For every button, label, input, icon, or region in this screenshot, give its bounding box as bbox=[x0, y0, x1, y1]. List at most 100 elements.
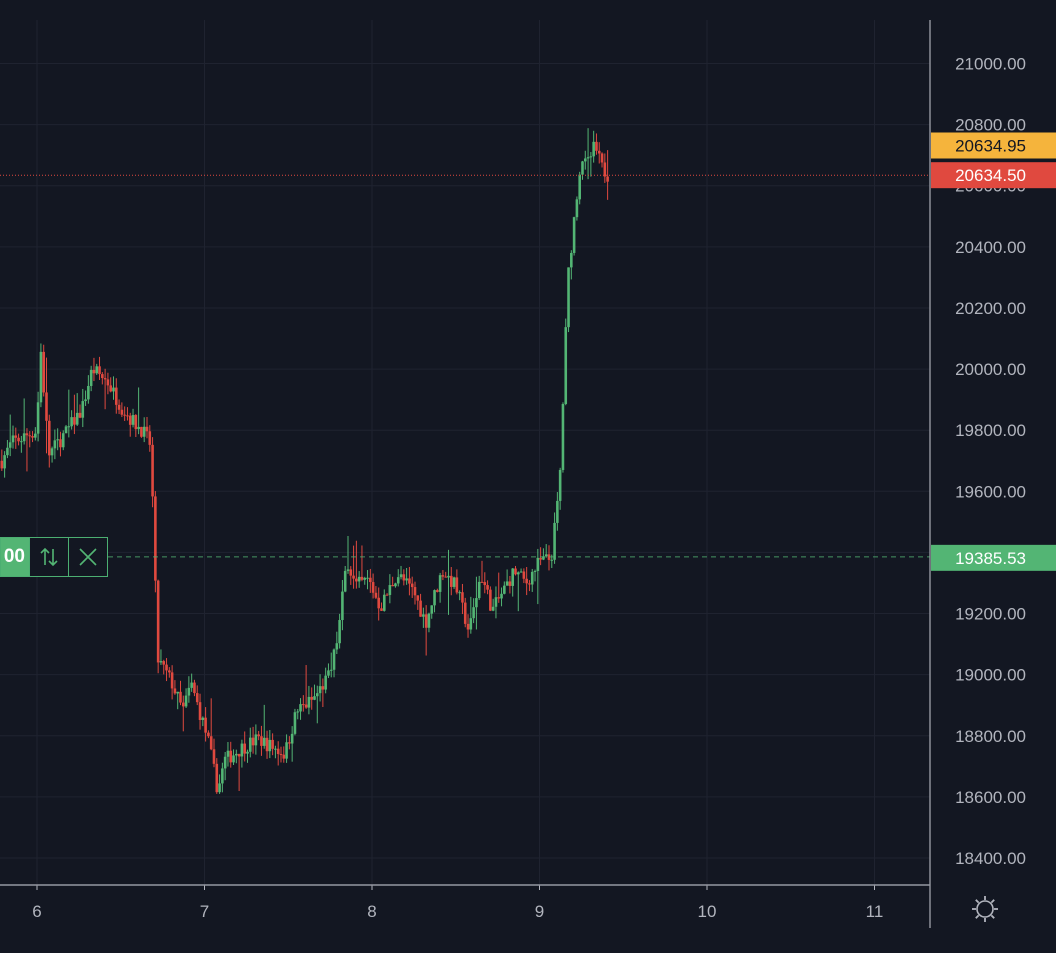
candle-body bbox=[321, 686, 325, 690]
candle bbox=[469, 596, 473, 634]
cancel-order-button[interactable] bbox=[68, 538, 107, 576]
candle-body bbox=[134, 415, 138, 430]
candle bbox=[274, 745, 277, 759]
candle bbox=[402, 569, 406, 586]
candle bbox=[556, 492, 559, 531]
candle bbox=[265, 730, 269, 759]
candle-body bbox=[75, 412, 79, 425]
candle bbox=[483, 572, 487, 594]
candle-body bbox=[302, 704, 305, 706]
candle bbox=[145, 416, 149, 439]
candle bbox=[444, 571, 447, 578]
candle bbox=[352, 545, 355, 589]
x-axis[interactable]: 6 7 8 9 10 11 bbox=[0, 884, 930, 921]
candle-body bbox=[282, 754, 286, 759]
candle-body bbox=[544, 554, 548, 557]
candle bbox=[8, 414, 12, 457]
reverse-order-button[interactable] bbox=[29, 538, 68, 576]
candle-body bbox=[257, 734, 260, 737]
candle-body bbox=[561, 404, 565, 470]
candle-body bbox=[288, 742, 291, 744]
candle-body bbox=[394, 583, 397, 587]
candle bbox=[335, 631, 339, 655]
candle bbox=[327, 663, 330, 679]
candle bbox=[522, 568, 526, 584]
candle-body bbox=[226, 750, 230, 757]
candle-body bbox=[0, 460, 4, 469]
candle-body bbox=[190, 682, 193, 688]
candle-body bbox=[388, 585, 392, 595]
candle-body bbox=[151, 444, 154, 497]
candle-body bbox=[480, 581, 484, 583]
candle-body bbox=[123, 414, 126, 416]
candle bbox=[436, 588, 439, 593]
candles bbox=[0, 128, 609, 794]
candle bbox=[226, 742, 230, 767]
candle-body bbox=[229, 750, 233, 763]
y-tick-label: 20000.00 bbox=[955, 360, 1026, 379]
candle-body bbox=[207, 732, 210, 737]
candle-body bbox=[536, 557, 540, 571]
candle-body bbox=[87, 385, 90, 400]
candle bbox=[427, 612, 431, 633]
candle-body bbox=[299, 704, 302, 712]
candle-body bbox=[503, 585, 506, 594]
candle-body bbox=[430, 605, 434, 614]
candle-body bbox=[483, 582, 487, 586]
order-line-widget[interactable]: 00 bbox=[0, 537, 108, 577]
candle-body bbox=[346, 569, 350, 571]
candle-body bbox=[279, 754, 283, 756]
candle bbox=[606, 150, 609, 200]
candle bbox=[126, 407, 129, 421]
candle bbox=[159, 649, 163, 665]
candle bbox=[567, 267, 570, 333]
x-tick-label: 8 bbox=[367, 902, 376, 921]
order-price-tag-label: 19385.53 bbox=[955, 549, 1026, 568]
candle bbox=[34, 427, 37, 441]
candle-body bbox=[304, 704, 308, 708]
candle-body bbox=[109, 385, 112, 392]
candle-body bbox=[380, 608, 383, 611]
candle bbox=[589, 152, 593, 177]
candle bbox=[452, 576, 456, 589]
x-tick-label: 10 bbox=[698, 902, 717, 921]
candle bbox=[382, 589, 386, 612]
candle bbox=[271, 733, 274, 756]
candle-body bbox=[290, 733, 294, 744]
order-price-tag: 19385.53 bbox=[931, 544, 1056, 571]
candle-body bbox=[59, 439, 62, 448]
candle bbox=[561, 402, 565, 473]
candle bbox=[511, 568, 514, 597]
candle-body bbox=[553, 522, 556, 560]
candle bbox=[0, 449, 4, 471]
candle bbox=[137, 387, 140, 435]
candle-body bbox=[586, 157, 590, 159]
candle-body bbox=[355, 578, 358, 582]
candle-body bbox=[84, 399, 87, 402]
candle bbox=[112, 376, 115, 400]
candle-body bbox=[232, 755, 235, 763]
order-quantity[interactable]: 00 bbox=[1, 538, 29, 576]
candle bbox=[232, 749, 235, 766]
settings-gear-icon[interactable] bbox=[972, 896, 998, 922]
candle bbox=[461, 583, 464, 615]
candle-body bbox=[14, 435, 18, 438]
candle bbox=[151, 437, 154, 508]
candle-body bbox=[366, 577, 369, 579]
candle-body bbox=[556, 500, 559, 523]
candle-body bbox=[246, 751, 249, 754]
candle bbox=[248, 727, 252, 758]
candle-body bbox=[307, 696, 311, 708]
candle bbox=[184, 688, 188, 709]
candle-body bbox=[335, 643, 339, 650]
candle bbox=[81, 388, 85, 428]
candle-body bbox=[20, 441, 23, 443]
close-icon bbox=[79, 548, 97, 566]
candle bbox=[329, 652, 333, 678]
candle-body bbox=[162, 661, 166, 665]
candle bbox=[455, 569, 459, 595]
last-price-tag-bg bbox=[931, 162, 1056, 189]
candle bbox=[486, 580, 489, 595]
